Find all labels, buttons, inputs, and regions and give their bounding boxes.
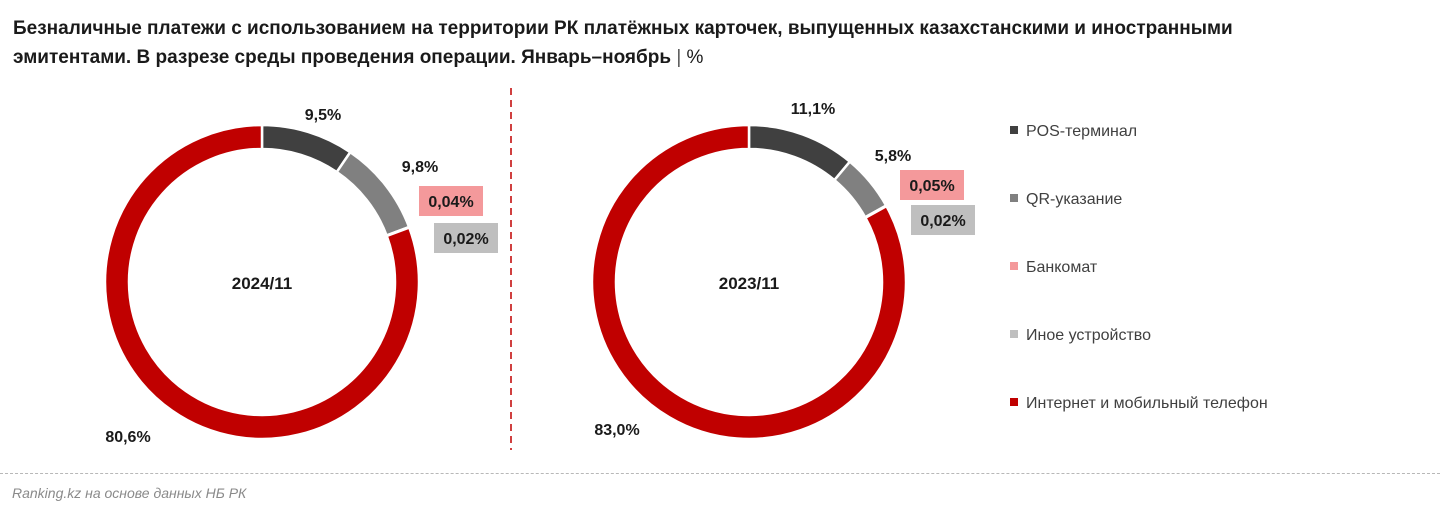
legend-item-qr: QR-указание (1010, 190, 1122, 210)
source-note: Ranking.kz на основе данных НБ РК (12, 485, 247, 501)
legend-swatch-qr (1010, 194, 1018, 202)
title-unit: % (686, 47, 704, 68)
slice-2-internet (590, 123, 908, 441)
title-separator: | (676, 47, 682, 68)
data-label-2-qr: 5,8% (875, 148, 911, 165)
data-label-2-other-box (911, 205, 975, 235)
data-label-1-atm-box (419, 186, 483, 216)
footer-divider (0, 473, 1440, 474)
legend-label-internet: Интернет и мобильный телефон (1026, 395, 1268, 412)
legend-swatch-internet (1010, 398, 1018, 406)
legend-label-qr: QR-указание (1026, 191, 1123, 208)
legend-label-pos: POS-терминал (1026, 123, 1138, 140)
data-label-1-internet: 80,6% (105, 429, 150, 446)
data-label-1-qr: 9,8% (402, 159, 438, 176)
slice-2-pos (747, 123, 852, 182)
title-line-1: Безналичные платежи с использованием на … (13, 18, 1233, 39)
legend-swatch-atm (1010, 262, 1018, 270)
donut-charts: 2024/11 9,5% 9,8% 0,04% 0,02% 80,6% 2023/11 11,… (103, 88, 975, 450)
data-label-1-pos: 9,5% (305, 107, 341, 124)
legend-label-other: Иное устройство (1026, 327, 1152, 344)
title-line-2: эмитентами. В разрезе среды проведения о… (13, 47, 672, 68)
data-label-1-other: 0,02% (443, 231, 488, 248)
donut-2-center-label: 2023/11 (719, 274, 780, 293)
slice-1-qr (335, 150, 411, 238)
legend-item-internet: Интернет и мобильный телефон (1010, 394, 1268, 414)
data-label-1-other-box (434, 223, 498, 253)
data-label-2-pos: 11,1% (791, 101, 835, 118)
legend-item-pos: POS-терминал (1010, 122, 1137, 142)
donut-1-center-label: 2024/11 (232, 274, 293, 293)
data-label-2-atm: 0,05% (909, 178, 954, 195)
legend-swatch-other (1010, 330, 1018, 338)
slice-1-internet (103, 123, 421, 441)
data-label-2-internet: 83,0% (594, 422, 639, 439)
data-label-1-atm: 0,04% (428, 194, 473, 211)
data-label-2-atm-box (900, 170, 964, 200)
legend-swatch-pos (1010, 126, 1018, 134)
data-label-2-other: 0,02% (920, 213, 965, 230)
slice-1-pos (260, 123, 353, 174)
chart-title: Безналичные платежи с использованием на … (13, 14, 1423, 72)
legend-item-other: Иное устройство (1010, 326, 1151, 346)
legend-item-atm: Банкомат (1010, 258, 1097, 278)
legend-label-atm: Банкомат (1026, 259, 1098, 276)
